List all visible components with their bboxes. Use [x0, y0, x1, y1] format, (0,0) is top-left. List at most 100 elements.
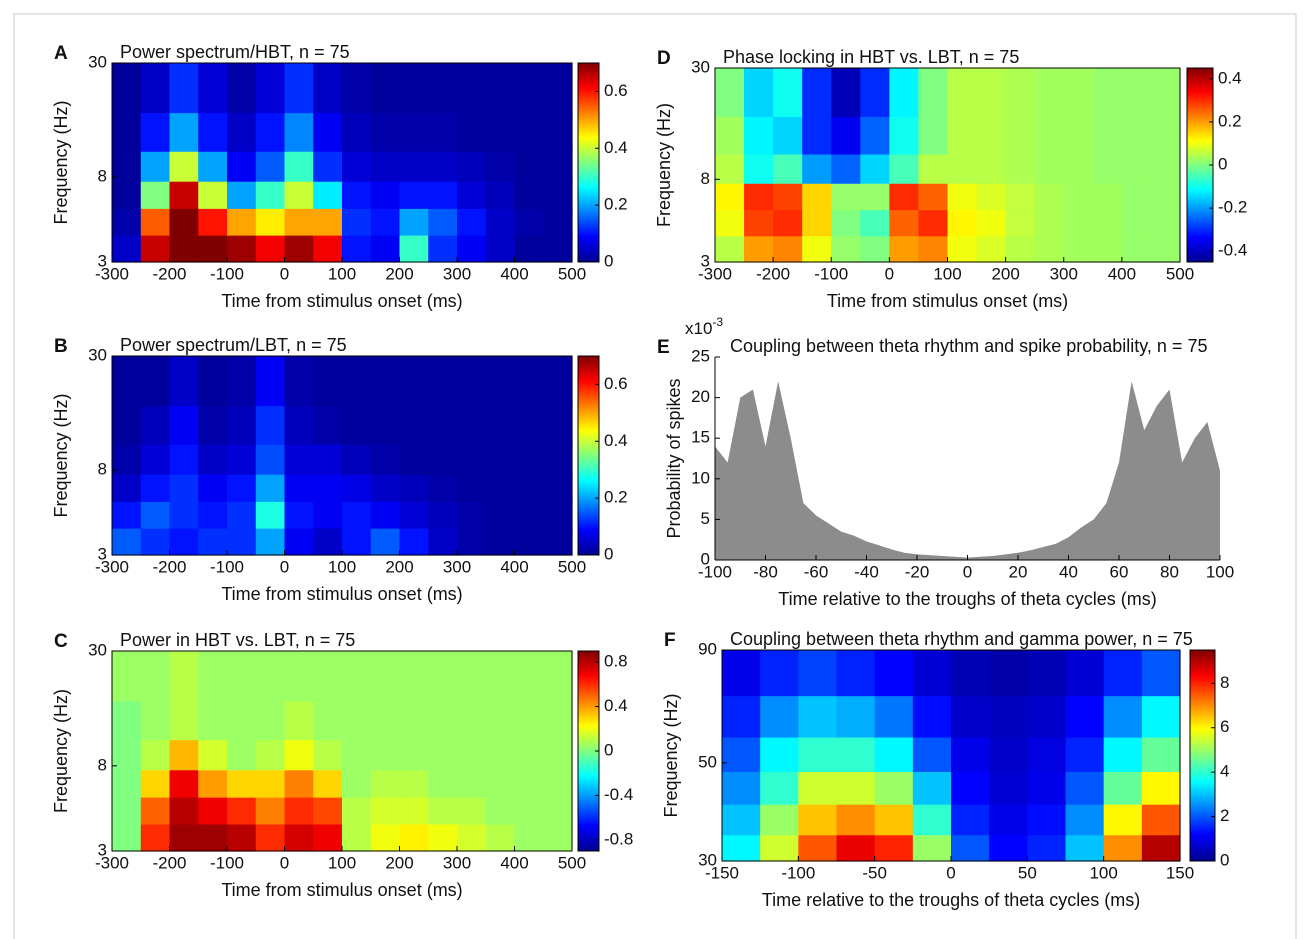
- colorbar-tick-label: 0.4: [604, 138, 628, 157]
- heatmap-cell: [457, 405, 487, 445]
- heatmap-cell: [399, 501, 429, 529]
- colorbar-tick-label: 0.2: [1218, 111, 1242, 130]
- heatmap-cell: [485, 235, 516, 263]
- heatmap-cell: [744, 116, 774, 155]
- x-tick-label: 300: [443, 264, 471, 283]
- heatmap-cell: [798, 736, 838, 773]
- heatmap-cell: [874, 834, 914, 862]
- heatmap-cell: [140, 405, 171, 445]
- heatmap-cell: [798, 771, 838, 805]
- heatmap-cell: [1121, 209, 1152, 237]
- x-axis-label: Time relative to the troughs of theta cy…: [762, 890, 1140, 910]
- heatmap-cell: [860, 235, 890, 263]
- heatmap-cell: [947, 235, 978, 263]
- heatmap-cell: [428, 797, 458, 825]
- heatmap-cell: [313, 501, 343, 529]
- y-axis-label: Frequency (Hz): [51, 689, 71, 813]
- heatmap-cell: [831, 116, 861, 155]
- colorbar-tick-label: 0: [604, 544, 613, 563]
- heatmap-cell: [198, 444, 228, 475]
- heatmap-cell: [485, 823, 516, 852]
- heatmap-cell: [342, 700, 372, 741]
- heatmap-cell: [313, 700, 343, 741]
- heatmap-cell: [912, 804, 952, 836]
- heatmap-cell: [989, 695, 1028, 738]
- heatmap-cell: [1150, 235, 1181, 263]
- heatmap-cell: [514, 823, 544, 852]
- heatmap-cell: [1005, 153, 1036, 184]
- x-axis-label: Time from stimulus onset (ms): [221, 880, 462, 900]
- panel: 0 2 4 6 8 -150 -100 -50 0 50 100 150 30 50 90 Time rela…: [661, 629, 1230, 910]
- heatmap-cell: [760, 736, 799, 773]
- heatmap-cell: [342, 181, 372, 209]
- heatmap-cell: [457, 356, 487, 407]
- x-tick-label: -200: [756, 264, 790, 283]
- heatmap-cell: [947, 209, 978, 237]
- heatmap-cell: [428, 474, 458, 502]
- heatmap-cell: [1141, 650, 1181, 697]
- heatmap-cell: [227, 769, 257, 798]
- x-tick-label: 500: [558, 853, 586, 872]
- heatmap-cell: [1103, 650, 1143, 697]
- heatmap-cell: [140, 444, 171, 475]
- heatmap-cell: [1150, 209, 1181, 237]
- panel: x10-3 -100 -80 -60 -40 -20 0 20 40 60 80 100 0 5 10 15 2…: [657, 315, 1234, 609]
- heatmap-cell: [313, 181, 343, 209]
- heatmap-cell: [169, 501, 199, 529]
- heatmap-cell: [112, 501, 142, 529]
- heatmap-cell: [1141, 695, 1181, 738]
- heatmap-cell: [399, 235, 429, 263]
- x-tick-label: 300: [443, 557, 471, 576]
- heatmap-cell: [951, 695, 990, 738]
- heatmap-cell: [1027, 695, 1067, 738]
- heatmap-cell: [836, 834, 876, 862]
- heatmap-cell: [889, 116, 920, 155]
- heatmap-cell: [543, 356, 573, 407]
- heatmap-cell: [1103, 695, 1143, 738]
- x-tick-label: 0: [280, 264, 289, 283]
- heatmap-cell: [399, 405, 429, 445]
- heatmap-cell: [313, 769, 343, 798]
- heatmap-cell: [889, 235, 920, 263]
- x-axis-label: Time from stimulus onset (ms): [221, 291, 462, 311]
- y-tick-label: 15: [691, 428, 710, 447]
- colorbar-tick-label: -0.4: [1218, 241, 1247, 260]
- heatmap-cell: [255, 235, 286, 263]
- heatmap-cell: [874, 804, 914, 836]
- heatmap-cell: [514, 474, 544, 502]
- heatmap-cell: [1150, 183, 1181, 211]
- heatmap-cell: [140, 112, 171, 152]
- heatmap-cell: [255, 151, 286, 182]
- x-tick-label: 50: [1018, 863, 1037, 882]
- heatmap-cell: [255, 769, 286, 798]
- heatmap-cell: [342, 797, 372, 825]
- heatmap-cell: [370, 112, 401, 152]
- y-tick-label: 10: [691, 468, 710, 487]
- heatmap-cell: [284, 501, 314, 529]
- heatmap-cell: [255, 501, 286, 529]
- heatmap-cell: [976, 183, 1007, 211]
- heatmap-cell: [722, 736, 761, 773]
- heatmap-cell: [112, 739, 142, 771]
- y-tick-label: 25: [691, 346, 710, 365]
- heatmap-cell: [760, 834, 799, 862]
- heatmap-cell: [1027, 804, 1067, 836]
- heatmap-cell: [284, 823, 314, 852]
- heatmap-cell: [918, 183, 949, 211]
- heatmap-cell: [836, 771, 876, 805]
- heatmap-cell: [485, 63, 516, 114]
- heatmap-cell: [543, 769, 573, 798]
- heatmap-cell: [989, 804, 1028, 836]
- heatmap-cell: [227, 208, 257, 236]
- x-tick-label: -50: [862, 863, 887, 882]
- x-tick-label: 100: [328, 853, 356, 872]
- heatmap-cell: [485, 700, 516, 741]
- heatmap-cell: [284, 528, 314, 556]
- heatmap-cell: [198, 651, 228, 702]
- heatmap-cell: [284, 181, 314, 209]
- heatmap-cell: [1092, 183, 1123, 211]
- panel: 0 0.2 0.4 0.6 -300 -200 -100 0 100 200 300 400 500 3 8…: [51, 335, 628, 604]
- heatmap-cell: [889, 183, 920, 211]
- heatmap-cell: [744, 153, 774, 184]
- heatmap-cell: [457, 151, 487, 182]
